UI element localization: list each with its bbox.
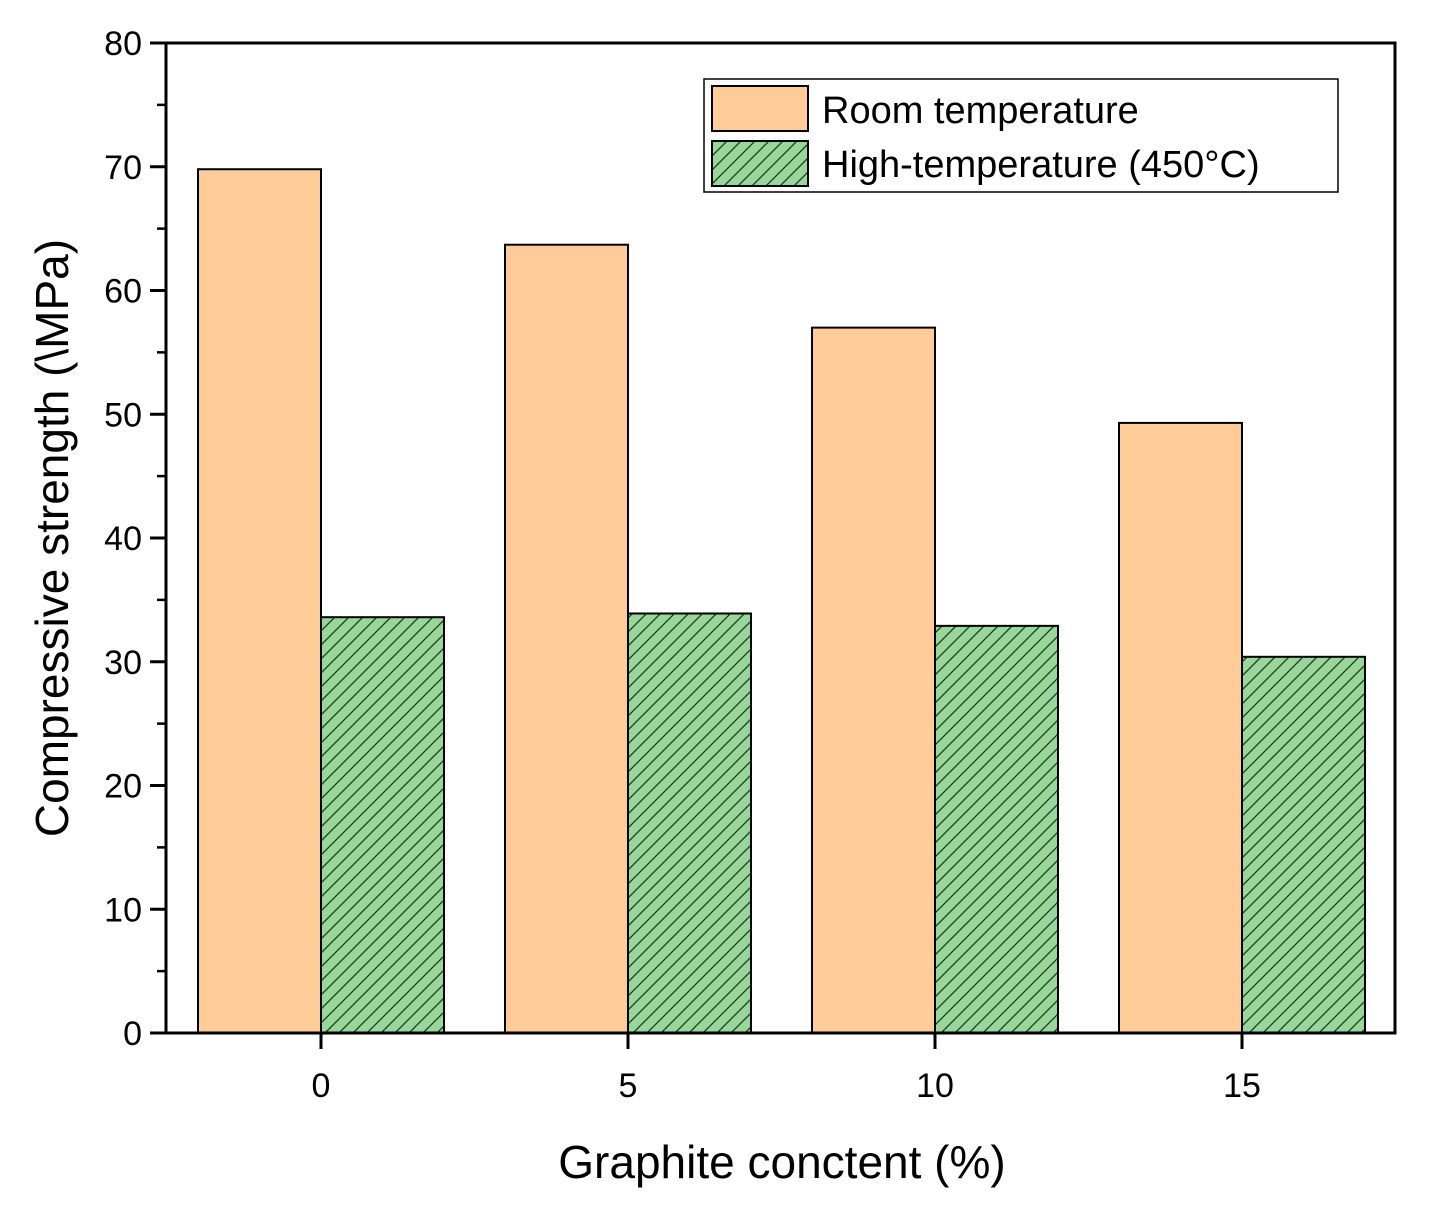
- bar-room-temperature-15: [1118, 421, 1243, 1035]
- x-tick-label: 10: [916, 1067, 954, 1105]
- legend-box: [703, 78, 1339, 193]
- y-tick-label: 50: [104, 396, 142, 434]
- bar-room-temperature-0: [197, 168, 322, 1035]
- bar-high-temperature-5: [627, 612, 752, 1034]
- y-tick-label: 60: [104, 273, 142, 311]
- y-axis-title: Compressive strength (\MPa): [26, 239, 78, 837]
- x-tick-label: 15: [1223, 1067, 1261, 1105]
- y-tick-label: 30: [104, 644, 142, 682]
- legend-label-high-temperature: High-temperature (450°C): [822, 144, 1260, 186]
- legend-swatch-high-temperature: [711, 140, 809, 187]
- y-axis: 0 10 20 30 40 50 60 70 80: [104, 25, 166, 1053]
- bar-room-temperature-5: [504, 243, 629, 1034]
- bars-group: [197, 168, 1366, 1035]
- y-tick-label: 20: [104, 768, 142, 806]
- legend-label-room-temperature: Room temperature: [822, 90, 1139, 132]
- legend-swatch-room-temperature: [711, 85, 809, 132]
- y-tick-label: 80: [104, 25, 142, 63]
- x-tick-label: 0: [312, 1067, 331, 1105]
- y-tick-label: 70: [104, 149, 142, 187]
- legend: Room temperature High-temperature (450°C…: [703, 78, 1339, 193]
- bar-high-temperature-10: [934, 624, 1059, 1034]
- bar-high-temperature-15: [1241, 655, 1366, 1034]
- bar-high-temperature-0: [320, 616, 445, 1034]
- y-tick-label: 10: [104, 891, 142, 929]
- y-tick-label: 40: [104, 520, 142, 558]
- x-axis: 0 5 10 15: [312, 1033, 1261, 1105]
- x-tick-label: 5: [619, 1067, 638, 1105]
- bar-room-temperature-10: [811, 326, 936, 1034]
- y-tick-label: 0: [123, 1015, 142, 1053]
- x-axis-title: Graphite conctent (%): [558, 1136, 1005, 1188]
